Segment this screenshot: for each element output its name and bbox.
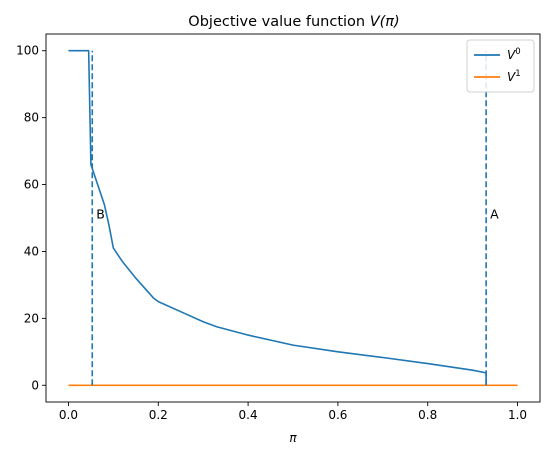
- legend-box: [466, 39, 535, 93]
- x-tick-label: 0.6: [328, 408, 347, 422]
- x-tick-label: 0.2: [149, 408, 168, 422]
- x-tick-label: 0.8: [418, 408, 437, 422]
- y-tick-label: 40: [24, 244, 39, 258]
- x-tick-label: 0.4: [239, 408, 258, 422]
- chart-title: Objective value function V(π): [188, 14, 399, 30]
- axes: 0.0 0.2 0.4 0.6 0.8 1.0 0 20 40 60 80 100: [16, 33, 541, 422]
- y-tick-label: 80: [24, 111, 39, 125]
- x-axis-label: π: [289, 431, 297, 445]
- legend-label-1: V1: [507, 69, 521, 84]
- legend-label-0: V0: [507, 47, 521, 62]
- y-tick-label: 60: [24, 178, 39, 192]
- series-line-0: [68, 49, 487, 386]
- axes-frame: [45, 33, 541, 403]
- x-tick-label: 0.0: [59, 408, 78, 422]
- y-tick-label: 100: [16, 44, 39, 58]
- y-tick-label: 20: [24, 311, 39, 325]
- y-tick-label: 0: [31, 378, 39, 392]
- annotation-B: B: [96, 207, 105, 222]
- annotation-A: A: [490, 207, 499, 222]
- x-tick-label: 1.0: [508, 408, 527, 422]
